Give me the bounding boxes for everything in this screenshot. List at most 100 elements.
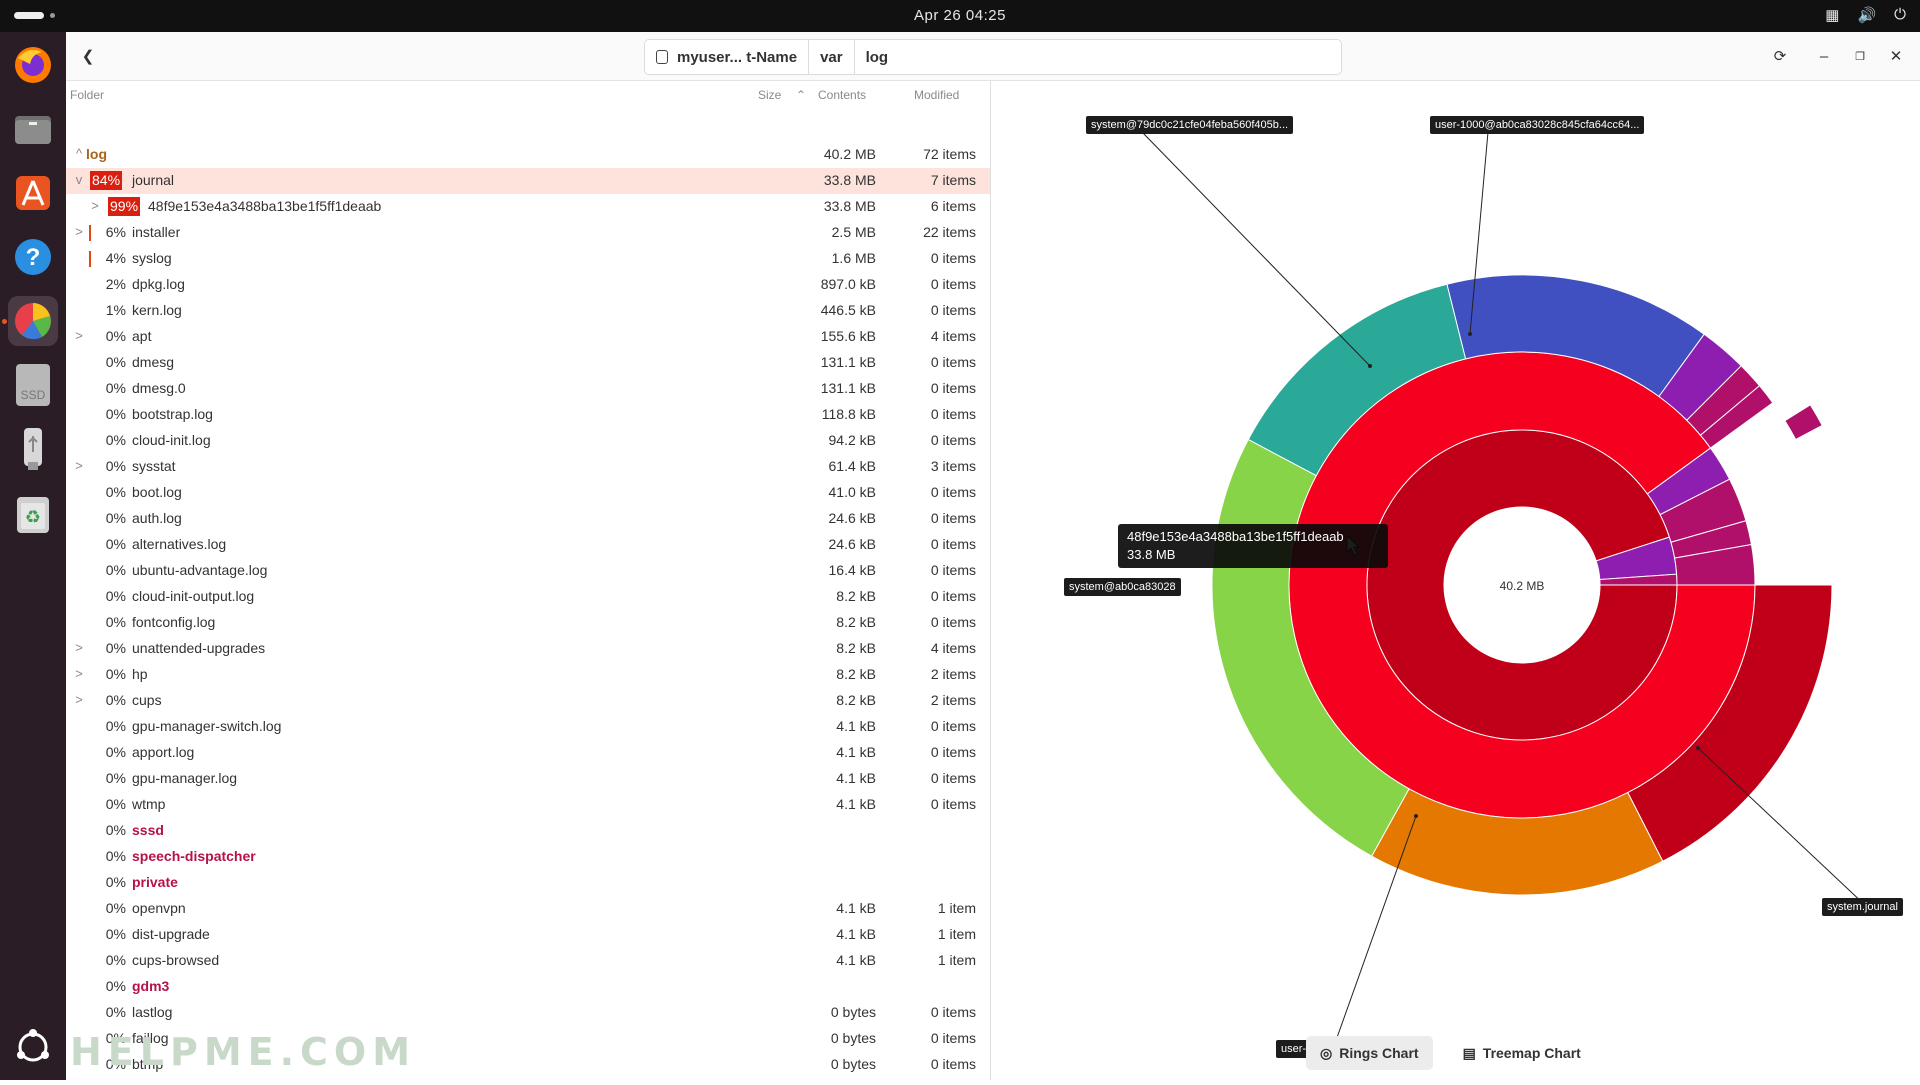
percent-label: 2%: [105, 276, 126, 292]
table-row[interactable]: 0% ubuntu-advantage.log 16.4 kB 0 itemsToda…: [66, 558, 990, 584]
tab-treemap-chart[interactable]: ▤ Treemap Chart: [1449, 1036, 1595, 1070]
table-row[interactable]: 0% cups-browsed 4.1 kB 1 item1 day: [66, 948, 990, 974]
row-size: 4.1 kB: [836, 900, 876, 916]
table-row[interactable]: 0% apport.log 4.1 kB 0 itemsToday: [66, 740, 990, 766]
table-row[interactable]: >6% installer 2.5 MB 22 itemsToday: [66, 220, 990, 246]
expander-icon[interactable]: ^: [75, 146, 83, 161]
table-row[interactable]: 2% dpkg.log 897.0 kB 0 itemsToday: [66, 272, 990, 298]
table-row[interactable]: 0% auth.log 24.6 kB 0 itemsToday: [66, 506, 990, 532]
table-row[interactable]: 0% cloud-init.log 94.2 kB 0 itemsToday: [66, 428, 990, 454]
maximize-button[interactable]: ❐: [1855, 50, 1865, 63]
expander-icon[interactable]: v: [75, 172, 83, 187]
table-row[interactable]: 0% wtmp 4.1 kB 0 itemsToday: [66, 792, 990, 818]
minimize-button[interactable]: –: [1819, 47, 1829, 65]
table-row[interactable]: 0% cloud-init-output.log 8.2 kB 0 itemsToda…: [66, 584, 990, 610]
table-row[interactable]: >99% 48f9e153e4a3488ba13be1f5ff1deaab 33.8…: [66, 194, 990, 220]
column-contents[interactable]: Contents: [818, 88, 867, 102]
column-modified[interactable]: Modified: [914, 88, 960, 102]
expander-icon[interactable]: >: [75, 328, 83, 343]
table-row[interactable]: ^log 40.2 MB 72 itemsToday: [66, 142, 990, 168]
network-icon[interactable]: ▦: [1825, 7, 1840, 24]
row-modified: Today: [926, 536, 990, 552]
expander-icon[interactable]: >: [75, 640, 83, 655]
row-size: 4.1 kB: [836, 796, 876, 812]
table-row[interactable]: 0% dmesg 131.1 kB 0 itemsToday: [66, 350, 990, 376]
refresh-icon[interactable]: ⟳: [1773, 48, 1787, 65]
usb-drive-icon[interactable]: [8, 424, 58, 474]
row-name: kern.log: [132, 302, 182, 318]
column-folder[interactable]: Folder: [70, 88, 105, 102]
ssd-drive-icon[interactable]: SSD: [8, 360, 58, 410]
row-modified: 17 days: [926, 900, 990, 916]
disk-usage-analyzer-icon[interactable]: [8, 296, 58, 346]
percent-label: 0%: [105, 874, 126, 890]
show-apps-icon[interactable]: [8, 1022, 58, 1072]
sort-ascending-icon[interactable]: ⌃: [796, 88, 807, 102]
firefox-icon[interactable]: [8, 40, 58, 90]
ring-segment-small-6[interactable]: [1674, 543, 1756, 586]
tab-rings-chart[interactable]: ◎ Rings Chart: [1306, 1036, 1433, 1070]
row-name: openvpn: [132, 900, 186, 916]
help-icon[interactable]: ?: [8, 232, 58, 282]
table-row[interactable]: 0% boot.log 41.0 kB 0 itemsToday: [66, 480, 990, 506]
back-button[interactable]: ❮: [81, 48, 95, 65]
rings-chart-pane[interactable]: 40.2 MB system@79dc0c21cfe04feba560f405b…: [992, 80, 1920, 1080]
table-row[interactable]: 0% gpu-manager.log 4.1 kB 0 itemsToday: [66, 766, 990, 792]
table-row[interactable]: 1% kern.log 446.5 kB 0 itemsToday: [66, 298, 990, 324]
row-name: journal: [132, 172, 175, 188]
row-contents: 4 items: [930, 640, 976, 656]
expander-icon[interactable]: >: [91, 198, 99, 213]
table-row[interactable]: v 84% journal 33.8 MB 7 itemsToday: [66, 168, 990, 194]
table-row[interactable]: 0% private 1 day: [66, 870, 990, 896]
ring-segment-small-10[interactable]: [1784, 404, 1823, 441]
rings-chart[interactable]: 40.2 MB: [992, 80, 1920, 1080]
trash-icon[interactable]: ♻: [8, 488, 58, 538]
row-contents: 0 items: [930, 718, 976, 734]
folder-tree[interactable]: Folder Size ⌃ Contents Modified ^ log 40.2…: [66, 80, 991, 1080]
expander-icon[interactable]: >: [75, 458, 83, 473]
system-tray[interactable]: ▦ 🔊 ⏻: [1825, 6, 1906, 24]
row-modified: Today: [926, 172, 990, 188]
header-bar: ❮ myuser... t-Name var log ⟳ – ❐ ✕: [66, 32, 1920, 81]
table-row[interactable]: 0% dmesg.0 131.1 kB 0 itemsToday: [66, 376, 990, 402]
table-row[interactable]: 0% openvpn 4.1 kB 1 item17 days: [66, 896, 990, 922]
row-name: sysstat: [132, 458, 176, 474]
ring-segment-small-9[interactable]: [1699, 385, 1774, 449]
crumb-var[interactable]: var: [809, 40, 855, 74]
activities-button[interactable]: [14, 12, 44, 19]
table-row[interactable]: >0% unattended-upgrades 8.2 kB 4 itemsToday: [66, 636, 990, 662]
expander-icon[interactable]: >: [75, 224, 83, 239]
expander-icon[interactable]: >: [75, 692, 83, 707]
volume-icon[interactable]: 🔊: [1857, 7, 1877, 24]
row-contents: 0 items: [930, 588, 976, 604]
row-modified: 1 day: [926, 1004, 990, 1020]
table-row[interactable]: 0% gdm3 Today: [66, 974, 990, 1000]
table-row[interactable]: 0% speech-dispatcher 19 days: [66, 844, 990, 870]
clock[interactable]: Apr 26 04:25: [914, 7, 1006, 24]
table-row[interactable]: 0% gpu-manager-switch.log 4.1 kB 0 itemsTod…: [66, 714, 990, 740]
power-icon[interactable]: ⏻: [1894, 6, 1906, 23]
expander-icon[interactable]: >: [75, 666, 83, 681]
table-row[interactable]: 0% sssd 9 days: [66, 818, 990, 844]
table-row[interactable]: 4% syslog 1.6 MB 0 itemsToday: [66, 246, 990, 272]
row-size: 131.1 kB: [820, 354, 876, 370]
close-button[interactable]: ✕: [1889, 48, 1903, 65]
crumb-root[interactable]: myuser... t-Name: [645, 40, 810, 74]
row-modified: Today: [926, 796, 990, 812]
app-center-icon[interactable]: [8, 168, 58, 218]
table-row[interactable]: >0% sysstat 61.4 kB 3 itemsToday: [66, 454, 990, 480]
row-name: installer: [132, 224, 181, 240]
table-row[interactable]: >0% cups 8.2 kB 2 itemsToday: [66, 688, 990, 714]
files-icon[interactable]: [8, 104, 58, 154]
crumb-log[interactable]: log: [855, 40, 900, 74]
table-row[interactable]: >0% apt 155.6 kB 4 itemsToday: [66, 324, 990, 350]
table-row[interactable]: 0% dist-upgrade 4.1 kB 1 item6 days: [66, 922, 990, 948]
column-size[interactable]: Size: [758, 88, 782, 102]
table-row[interactable]: 0% alternatives.log 24.6 kB 0 itemsToday: [66, 532, 990, 558]
